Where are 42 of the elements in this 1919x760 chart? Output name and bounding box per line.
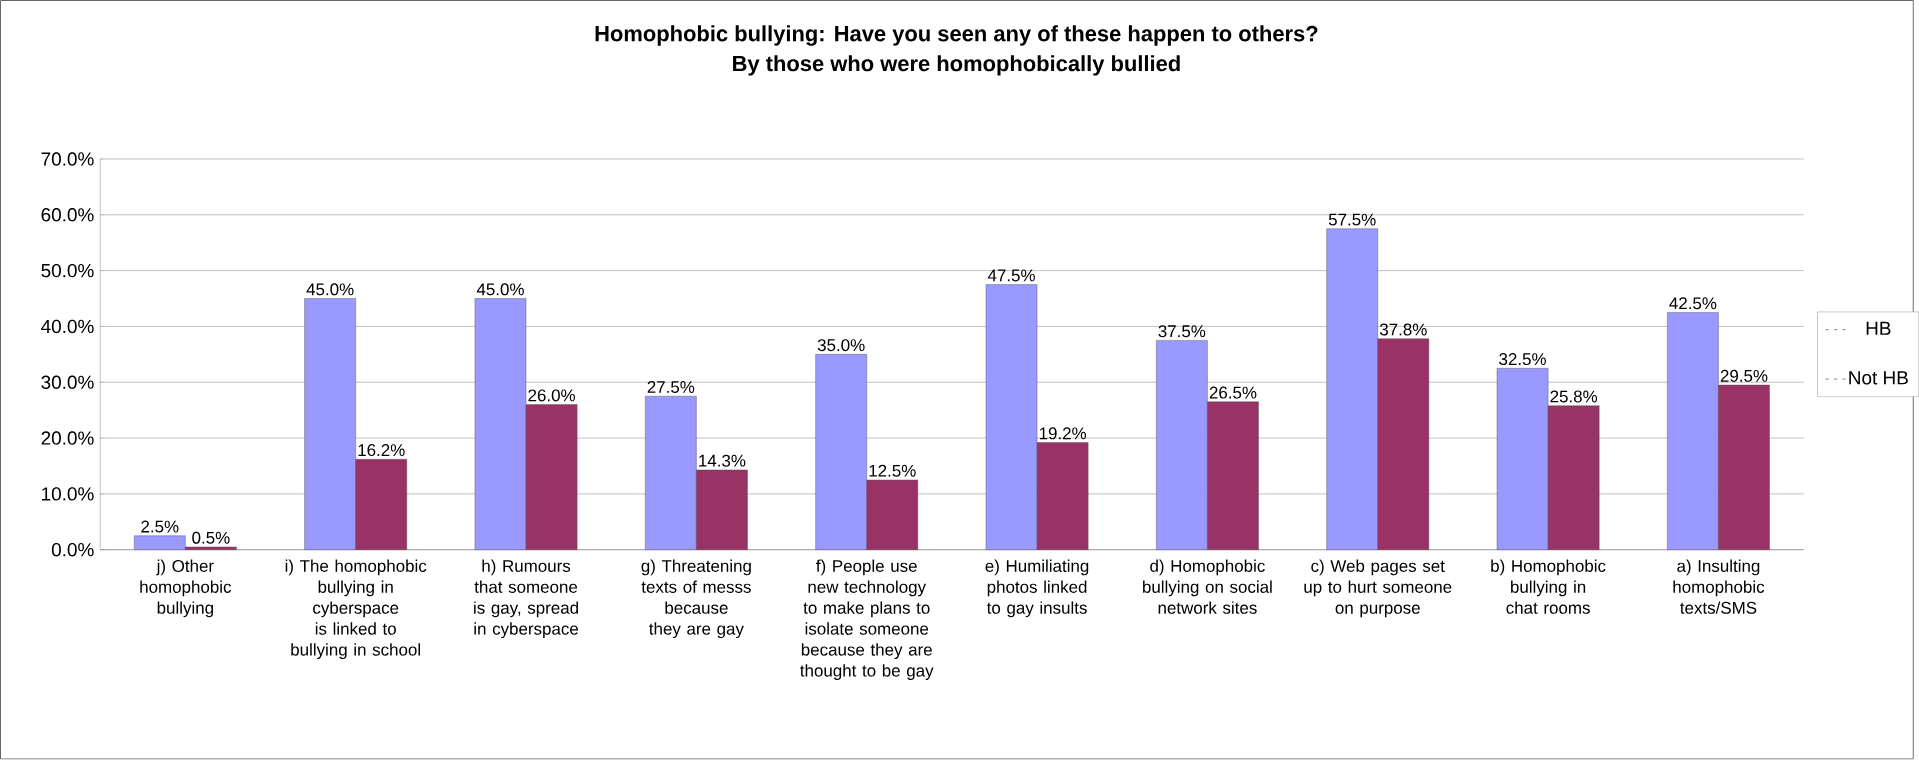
x-tick-label: c) Web pages set up to hurt someone on purpose [1304,559,1452,618]
legend-label: HB [1866,322,1891,336]
x-tick-label: i) The homophobic bullying in cyberspace is linked to bullying in school [285,559,427,660]
x-tick-label: j) Other homophobic bullying [140,559,232,618]
x-tick-label: a) Insulting homophobic texts/SMS [1673,559,1765,615]
data-label: 27.5% [647,381,695,394]
data-label: 19.2% [1039,427,1087,440]
y-tick-label: 30.0% [41,375,94,390]
data-label: 26.0% [528,389,575,402]
x-tick-label: f) People use new technology to make plans to isolate someone because they are thought to be gay [800,559,934,681]
data-label: 45.0% [476,283,524,296]
x-tick-label: e) Humiliating photos linked to gay insults [985,559,1089,618]
data-label: 37.5% [1158,325,1206,338]
data-label: 26.5% [1209,386,1257,399]
data-label: 16.2% [358,444,405,457]
data-label: 14.3% [699,454,746,467]
data-label: 42.5% [1669,297,1717,310]
x-tick-label: b) Homophobic bullying in chat rooms [1491,559,1606,615]
data-label: 32.5% [1499,353,1546,366]
data-label: 25.8% [1550,390,1598,403]
data-label: 45.0% [306,283,354,296]
data-label: 35.0% [817,339,865,352]
y-tick-label: 40.0% [41,319,94,334]
legend-label: Not HB [1849,371,1908,385]
y-tick-label: 70.0% [41,152,94,166]
data-label: 47.5% [987,269,1035,282]
y-tick-label: 60.0% [41,208,94,222]
chart-subtitle: By those who were homophobically bullied [733,55,1180,76]
y-tick-label: 10.0% [42,487,94,501]
chart-title: Homophobic bullying: Have you seen any of these happen to others? [595,25,1318,47]
y-tick-label: 0.0% [51,543,94,557]
data-label: 2.5% [141,520,179,533]
y-tick-label: 50.0% [41,264,94,278]
data-label: 57.5% [1328,213,1376,226]
data-label: 12.5% [869,464,916,477]
data-label: 29.5% [1720,370,1768,383]
y-tick-label: 20.0% [41,431,94,445]
data-label: 37.8% [1379,323,1427,336]
data-label: 0.5% [192,531,230,544]
x-tick-label: h) Rumours that someone is gay, spread in cyberspace [474,559,579,639]
x-tick-label: g) Threatening texts of messs because they are gay [641,559,751,639]
x-tick-label: d) Homophobic bullying on social network sites [1143,559,1272,615]
